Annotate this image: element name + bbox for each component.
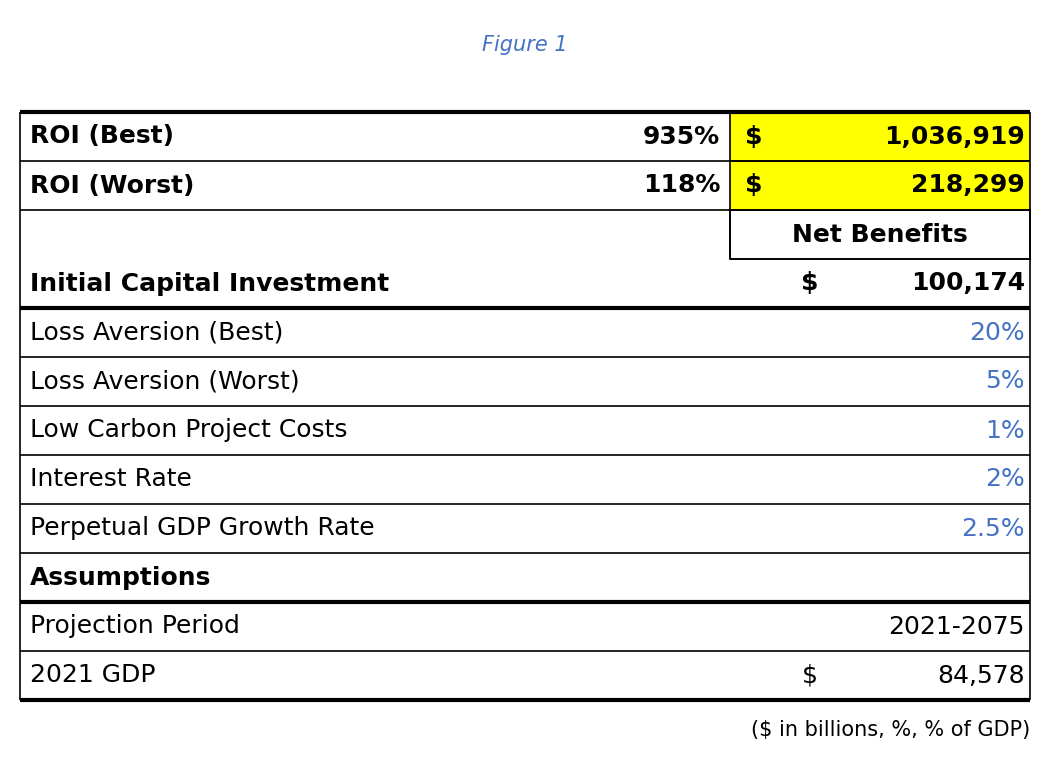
Text: $: $	[746, 174, 762, 197]
Bar	[730, 161, 1030, 210]
Text: 118%: 118%	[643, 174, 720, 197]
Text: 935%: 935%	[643, 124, 720, 149]
Text: Loss Aversion (Worst): Loss Aversion (Worst)	[30, 370, 299, 393]
Text: 2021 GDP: 2021 GDP	[30, 664, 155, 687]
Text: ($ in billions, %, % of GDP): ($ in billions, %, % of GDP)	[751, 720, 1030, 740]
Text: 2.5%: 2.5%	[962, 517, 1025, 540]
Text: 1%: 1%	[985, 418, 1025, 443]
Text: Net Benefits: Net Benefits	[792, 223, 968, 246]
Text: 84,578: 84,578	[938, 664, 1025, 687]
Text: Projection Period: Projection Period	[30, 614, 239, 639]
Text: Loss Aversion (Best): Loss Aversion (Best)	[30, 321, 284, 344]
Text: $: $	[746, 124, 762, 149]
Bar	[730, 210, 1030, 259]
Text: 218,299: 218,299	[911, 174, 1025, 197]
Text: $: $	[801, 271, 819, 296]
Text: 2021-2075: 2021-2075	[888, 614, 1025, 639]
Text: ROI (Worst): ROI (Worst)	[30, 174, 194, 197]
Bar	[730, 112, 1030, 161]
Text: Low Carbon Project Costs: Low Carbon Project Costs	[30, 418, 348, 443]
Text: 20%: 20%	[969, 321, 1025, 344]
Text: Perpetual GDP Growth Rate: Perpetual GDP Growth Rate	[30, 517, 375, 540]
Text: Initial Capital Investment: Initial Capital Investment	[30, 271, 390, 296]
Text: Interest Rate: Interest Rate	[30, 468, 192, 491]
Text: 100,174: 100,174	[911, 271, 1025, 296]
Text: $: $	[802, 664, 818, 687]
Text: Assumptions: Assumptions	[30, 565, 211, 590]
Text: 2%: 2%	[985, 468, 1025, 491]
Text: 1,036,919: 1,036,919	[884, 124, 1025, 149]
Text: ROI (Best): ROI (Best)	[30, 124, 174, 149]
Text: 5%: 5%	[986, 370, 1025, 393]
Text: Figure 1: Figure 1	[482, 35, 568, 55]
